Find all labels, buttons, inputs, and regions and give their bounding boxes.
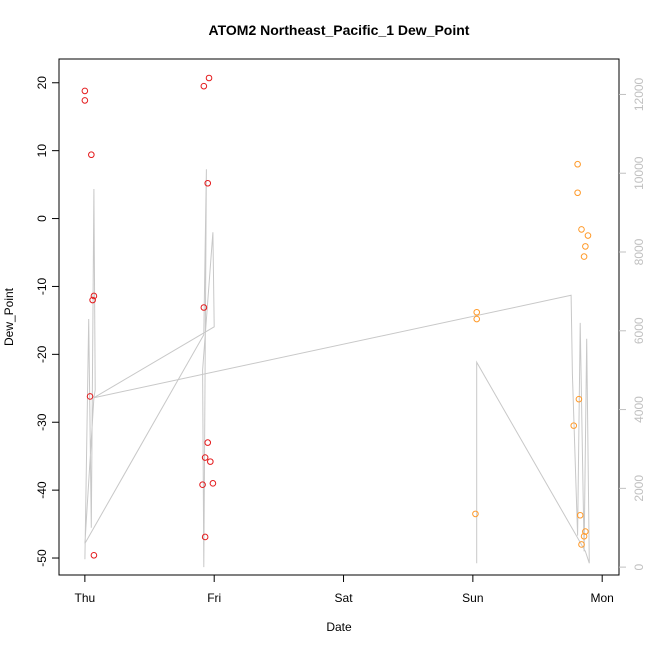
data-point <box>472 510 479 518</box>
x-tick-label: Thu <box>75 591 96 605</box>
x-tick-label: Mon <box>591 591 614 605</box>
data-point <box>574 189 581 197</box>
data-point <box>584 232 592 239</box>
y2-tick-label: 0 <box>632 563 646 570</box>
plot-box <box>58 58 620 576</box>
data-point <box>204 439 212 446</box>
scatter-points <box>81 74 592 559</box>
data-point <box>574 160 581 168</box>
data-point <box>90 552 98 559</box>
data-point <box>81 87 89 95</box>
data-point <box>580 533 588 540</box>
data-point <box>86 393 94 400</box>
y-tick-label: -50 <box>35 549 49 567</box>
y2-tick-label: 10000 <box>632 156 646 190</box>
data-point <box>201 533 209 541</box>
data-point <box>200 82 208 90</box>
y-axis: -50 -40 -30 -20 -10 0 10 20 <box>35 76 59 567</box>
y-tick-label: -20 <box>35 345 49 363</box>
y2-tick-label: 2000 <box>632 475 646 502</box>
y-tick-label: -40 <box>35 481 49 499</box>
y2-tick-label: 8000 <box>632 238 646 265</box>
data-point <box>582 243 589 250</box>
line-series <box>84 169 590 568</box>
y2-tick-label: 4000 <box>632 396 646 423</box>
y2-axis: 0 2000 4000 6000 8000 10000 12000 <box>619 77 646 570</box>
data-point <box>205 74 213 82</box>
data-point <box>575 395 583 403</box>
y2-tick-label: 12000 <box>632 77 646 111</box>
data-point <box>570 422 578 429</box>
data-point <box>201 454 209 461</box>
y-tick-label: -30 <box>35 413 49 431</box>
x-axis: Thu Fri Sat Sun Mon <box>75 575 614 605</box>
y-axis-label: Dew_Point <box>2 287 16 346</box>
data-point <box>209 480 217 487</box>
y-tick-label: -10 <box>35 277 49 295</box>
data-point <box>207 458 214 465</box>
data-point <box>204 179 212 187</box>
data-point <box>473 308 481 316</box>
data-point <box>582 528 589 535</box>
data-point <box>200 304 208 311</box>
data-point <box>199 481 206 489</box>
x-tick-label: Sat <box>335 591 354 605</box>
data-point <box>576 511 584 519</box>
data-point <box>473 315 481 323</box>
chart-title: ATOM2 Northeast_Pacific_1 Dew_Point <box>209 22 470 38</box>
y-tick-label: 0 <box>35 215 49 222</box>
y2-tick-label: 6000 <box>632 317 646 344</box>
data-point <box>580 253 588 260</box>
y-tick-label: 10 <box>35 144 49 158</box>
y-tick-label: 20 <box>35 76 49 90</box>
data-point <box>578 226 585 233</box>
data-point <box>90 292 98 300</box>
data-point <box>89 296 96 304</box>
x-axis-label: Date <box>326 620 352 634</box>
data-point <box>81 97 89 104</box>
data-point <box>88 151 95 159</box>
x-tick-label: Sun <box>462 591 483 605</box>
series-line <box>84 169 590 568</box>
data-point <box>578 541 585 548</box>
x-tick-label: Fri <box>207 591 221 605</box>
